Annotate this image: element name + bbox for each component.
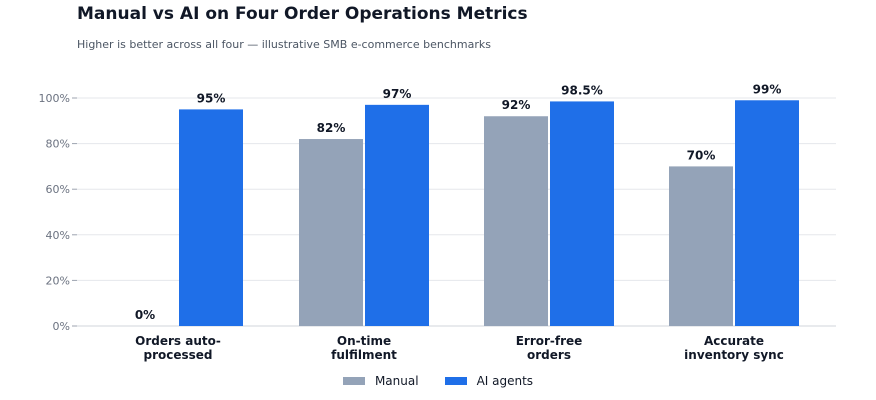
x-category-label: On-time fulfilment [331,334,397,362]
legend-swatch-ai-agents [444,377,467,385]
bar-ai-agents [735,100,799,326]
y-axis-ticks: 0% 20% 40% 60% 80% 100% [39,92,77,333]
data-label: 95% [197,91,226,105]
data-label: 98.5% [561,83,603,97]
chart-subtitle: Higher is better across all four — illus… [77,38,491,51]
bar-manual [484,116,548,327]
x-category-label: Accurate inventory sync [684,334,784,362]
y-tick-label: 80% [46,138,70,151]
y-tick-label: 40% [46,229,70,242]
legend-swatch-manual [342,377,365,385]
bar-ai-agents [179,109,243,327]
data-label: 70% [687,148,716,162]
legend: Manual AI agents [0,374,876,388]
data-label: 92% [502,98,531,112]
legend-label-ai-agents: AI agents [476,374,534,388]
legend-item-ai-agents: AI agents [444,374,534,388]
y-tick-label: 60% [46,183,70,196]
data-label: 82% [317,121,346,135]
legend-label-manual: Manual [374,374,419,388]
legend-item-manual: Manual [342,374,419,388]
x-axis-category-labels: Orders auto-processed On-time fulfilment Er… [135,334,784,362]
value-labels: 0% 95% 82% 97% 92% 98.5% 70% 99% [135,82,782,322]
y-tick-label: 100% [39,92,70,105]
x-category-label: Error-free orders [516,334,583,362]
data-label: 0% [135,308,155,322]
chart-title: Manual vs AI on Four Order Operations Me… [77,4,528,24]
data-label: 97% [383,87,412,101]
bar-ai-agents [550,101,614,326]
bar-manual [669,166,733,326]
bar-ai-agents [365,104,429,326]
data-label: 99% [753,82,782,96]
y-tick-label: 20% [46,274,70,287]
bar-chart: 0% 20% 40% 60% 80% 100% 0% 95% 82% 97% 92% 98.5% 70… [39,82,836,362]
bars [179,100,799,327]
y-tick-label: 0% [53,320,70,333]
x-category-label: Orders auto-processed [135,334,221,362]
bar-manual [299,139,363,326]
